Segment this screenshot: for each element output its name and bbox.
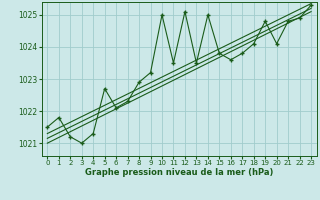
X-axis label: Graphe pression niveau de la mer (hPa): Graphe pression niveau de la mer (hPa) [85,168,273,177]
